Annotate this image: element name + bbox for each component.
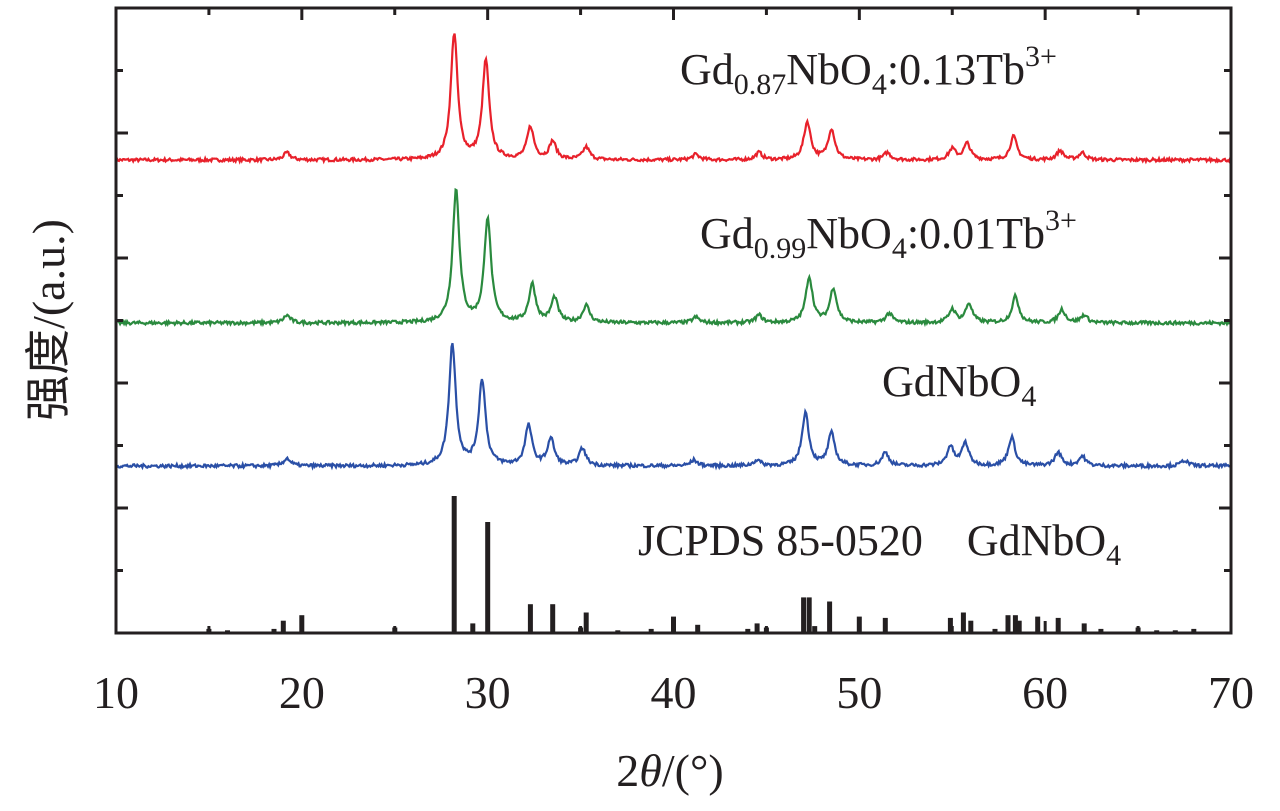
reference-stick-21 [806,597,812,633]
reference-stick-31 [1012,615,1018,633]
reference-stick-9 [527,604,533,633]
reference-stick-30 [1005,615,1011,633]
series-label-blue: GdNbO4 [882,357,1036,413]
x-tick-label: 20 [279,667,325,718]
series-layer [114,33,1232,471]
reference-stick-29 [992,628,998,633]
tick-layer: 10 20 30 40 50 60 70 [93,8,1254,718]
reference-stick-20 [801,597,807,633]
x-tick-label: 30 [465,667,511,718]
x-tick-label: 40 [651,667,697,718]
x-tick-label: 10 [93,667,139,718]
reference-stick-28 [968,620,974,633]
reference-stick-22 [812,626,818,633]
series-line-2 [115,342,1231,471]
reference-stick-6 [451,496,457,633]
y-axis-title: 强度/(a.u.) [23,219,74,421]
reference-stick-34 [1055,617,1061,633]
reference-stick-18 [754,623,760,633]
reference-stick-33 [1035,616,1041,633]
reference-stick-32 [1016,620,1022,633]
reference-stick-3 [280,620,286,633]
reference-stick-26 [947,617,953,633]
series-line-1 [115,187,1232,328]
reference-stick-12 [583,612,589,634]
reference-stick-40 [1191,628,1197,633]
reference-label: JCPDS 85-0520 GdNbO4 [638,516,1121,572]
x-tick-label: 60 [1022,667,1068,718]
series-label-red: Gd0.87NbO4:0.13Tb3+ [680,40,1057,101]
reference-stick-23 [827,601,833,633]
reference-stick-25 [882,617,888,633]
reference-stick-10 [550,604,556,633]
x-tick-label: 70 [1208,667,1254,718]
reference-stick-14 [648,628,654,633]
series-label-green: Gd0.99NbO4:0.01Tb3+ [700,204,1077,265]
reference-stick-17 [745,628,751,633]
reference-stick-16 [695,624,701,633]
reference-stick-27 [960,612,966,634]
reference-stick-2 [271,628,277,633]
reference-stick-36 [1098,628,1104,633]
reference-stick-7 [470,623,476,633]
reference-stick-35 [1081,623,1087,633]
x-axis-title: 2θ/(°) [616,745,723,796]
series-line-0 [114,33,1232,165]
reference-stick-8 [485,522,491,633]
x-tick-label: 50 [836,667,882,718]
